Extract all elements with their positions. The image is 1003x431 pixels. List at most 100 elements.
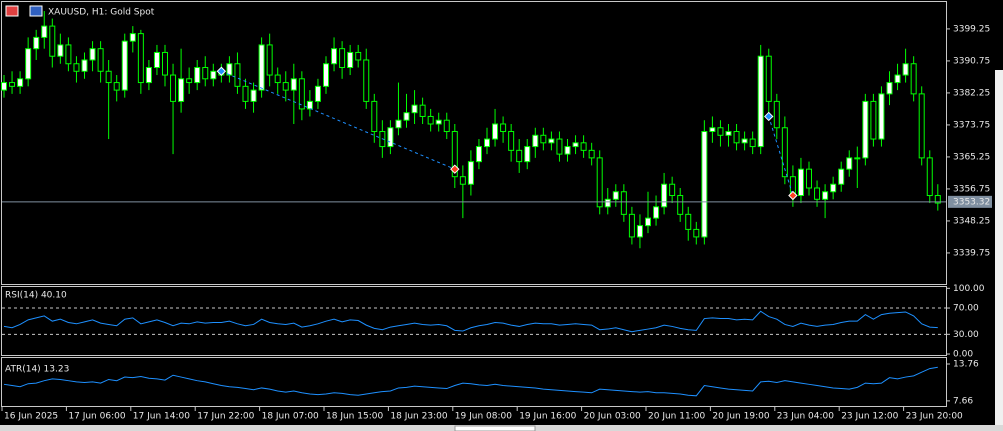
- candle-body: [532, 134, 539, 148]
- candle-body: [467, 161, 474, 185]
- chart-title: XAUUSD, H1: Gold Spot: [48, 8, 155, 18]
- candle-body: [797, 168, 804, 197]
- x-tick-label: 17 Jun 06:00: [68, 412, 125, 422]
- candle-body: [870, 100, 877, 140]
- candle-body: [57, 44, 64, 57]
- trade-line: [768, 116, 794, 196]
- candle-body: [709, 127, 716, 133]
- rsi-title: RSI(14) 40.10: [5, 291, 67, 301]
- candle-body: [339, 48, 346, 69]
- y-tick-label: 3365.25: [953, 152, 990, 162]
- candle-body: [162, 51, 168, 76]
- candle-body: [186, 78, 193, 84]
- candle-body: [918, 93, 925, 159]
- candle-body: [121, 40, 128, 91]
- candle-body: [717, 127, 724, 136]
- candle-body: [677, 195, 684, 215]
- candle-body: [669, 183, 676, 197]
- candle-body: [250, 89, 257, 102]
- candle-body: [822, 191, 829, 200]
- candle-body: [524, 146, 531, 163]
- candle-body: [282, 82, 289, 91]
- x-tick-label: 18 Jun 07:00: [262, 412, 319, 422]
- x-tick-label: 23 Jun 20:00: [906, 412, 963, 422]
- candle-body: [89, 48, 96, 61]
- y-tick-label: 3348.25: [953, 216, 990, 226]
- candle-body: [137, 33, 144, 84]
- x-tick-label: 20 Jun 11:00: [648, 412, 705, 422]
- candle-body: [459, 176, 466, 185]
- candle-body: [492, 123, 499, 140]
- candle-body: [105, 70, 112, 84]
- candle-body: [178, 78, 185, 102]
- candle-body: [846, 157, 853, 170]
- candle-body: [9, 82, 16, 87]
- candle-body: [363, 59, 370, 102]
- candle-body: [129, 33, 136, 42]
- candle-body: [451, 131, 458, 178]
- candle-body: [653, 206, 660, 219]
- candle-body: [701, 131, 708, 238]
- candle-body: [314, 85, 321, 102]
- candle-body: [765, 55, 772, 102]
- candle-body: [194, 67, 201, 84]
- candle-body: [41, 25, 48, 38]
- candle-body: [395, 119, 402, 129]
- candle-body: [572, 142, 579, 148]
- x-tick-label: 17 Jun 14:00: [133, 412, 190, 422]
- candle-body: [540, 134, 547, 144]
- indicator-line: [3, 310, 938, 333]
- candle-body: [628, 213, 635, 238]
- candle-body: [73, 63, 80, 72]
- candle-body: [331, 48, 338, 65]
- candle-body: [1, 82, 7, 91]
- candle-body: [741, 138, 748, 144]
- candle-body: [612, 191, 619, 200]
- x-tick-label: 20 Jun 03:00: [584, 412, 641, 422]
- candle-body: [145, 67, 152, 84]
- x-tick-label: 23 Jun 04:00: [777, 412, 834, 422]
- candle-body: [902, 63, 909, 76]
- y-tick-label: 3339.75: [953, 248, 990, 258]
- y-tick-label: 30.00: [953, 330, 979, 340]
- y-tick-label: 13.76: [953, 359, 979, 369]
- candle-body: [419, 104, 426, 117]
- candle-body: [620, 191, 627, 215]
- candle-body: [814, 187, 821, 200]
- trade-line: [221, 70, 455, 170]
- candle-body: [508, 131, 515, 151]
- candle-body: [604, 198, 611, 208]
- candle-body: [274, 74, 281, 84]
- candle-body: [862, 100, 869, 159]
- indicator-line: [3, 366, 938, 397]
- candle-body: [596, 157, 603, 208]
- candle-body: [580, 142, 587, 151]
- candle-body: [685, 213, 692, 230]
- candle-body: [693, 228, 700, 238]
- candle-body: [298, 78, 305, 110]
- tab[interactable]: [454, 425, 536, 431]
- trade-exit: [788, 190, 798, 201]
- candle-body: [49, 25, 56, 57]
- candle-body: [757, 55, 764, 148]
- symbol-icon: [5, 5, 19, 17]
- chart-icon: [29, 5, 43, 17]
- y-tick-label: 100.00: [953, 284, 985, 294]
- candle-body: [661, 183, 668, 208]
- candle-body: [427, 115, 434, 125]
- x-tick-label: 18 Jun 15:00: [326, 412, 383, 422]
- candle-body: [65, 44, 72, 65]
- main-pane-border: [1, 1, 947, 285]
- x-tick-label: 19 Jun 08:00: [455, 412, 512, 422]
- trade-entry: [216, 66, 227, 76]
- candle-body: [636, 225, 643, 238]
- candle-body: [355, 51, 362, 61]
- y-tick-label: 70.00: [953, 304, 979, 314]
- candle-body: [830, 183, 837, 193]
- candle-body: [733, 131, 740, 144]
- candle-body: [443, 119, 450, 133]
- candle-body: [234, 63, 241, 87]
- candle-body: [306, 100, 313, 110]
